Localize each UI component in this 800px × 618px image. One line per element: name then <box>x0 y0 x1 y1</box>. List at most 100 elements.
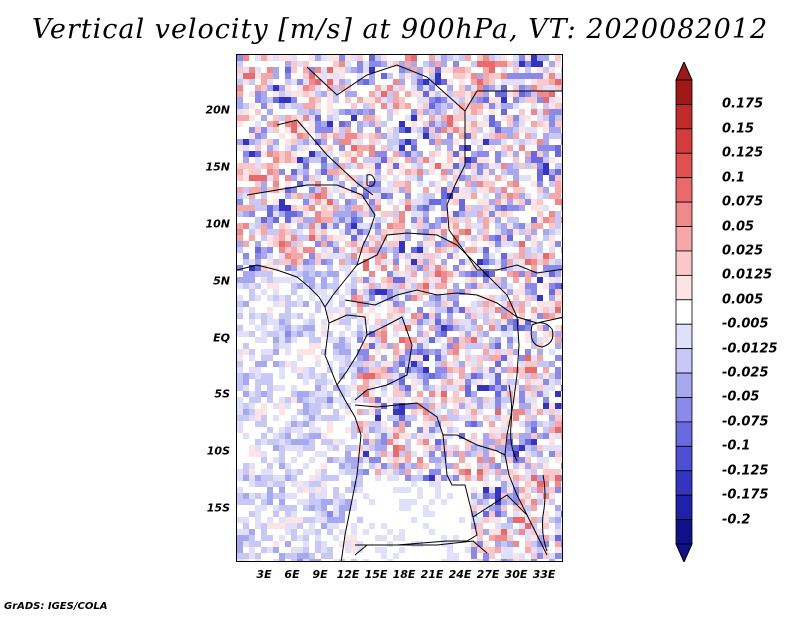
field-cell <box>471 97 477 103</box>
field-cell <box>561 457 562 463</box>
field-cell <box>267 73 273 79</box>
field-cell <box>309 457 315 463</box>
field-cell <box>261 229 267 235</box>
field-cell <box>399 169 405 175</box>
field-cell <box>507 541 513 547</box>
field-cell <box>429 193 435 199</box>
field-cell <box>285 85 291 91</box>
field-cell <box>351 301 357 307</box>
field-cell <box>483 553 489 559</box>
field-cell <box>303 145 309 151</box>
field-cell <box>333 61 339 67</box>
field-cell <box>381 187 387 193</box>
field-cell <box>255 445 261 451</box>
field-cell <box>339 253 345 259</box>
field-cell <box>519 109 525 115</box>
field-cell <box>435 481 441 487</box>
field-cell <box>513 205 519 211</box>
field-cell <box>279 85 285 91</box>
field-cell <box>447 97 453 103</box>
field-cell <box>261 391 267 397</box>
field-cell <box>399 355 405 361</box>
field-cell <box>357 289 363 295</box>
field-cell <box>267 253 273 259</box>
field-cell <box>411 247 417 253</box>
field-cell <box>459 415 465 421</box>
field-cell <box>423 169 429 175</box>
field-cell <box>393 331 399 337</box>
field-cell <box>423 427 429 433</box>
field-cell <box>297 355 303 361</box>
field-cell <box>357 547 363 553</box>
field-cell <box>501 223 507 229</box>
field-cell <box>351 397 357 403</box>
field-cell <box>399 85 405 91</box>
field-cell <box>513 319 519 325</box>
field-cell <box>519 403 525 409</box>
field-cell <box>279 409 285 415</box>
field-cell <box>435 307 441 313</box>
colorbar-level-label: -0.0125 <box>722 341 778 357</box>
field-cell <box>495 409 501 415</box>
field-cell <box>381 91 387 97</box>
field-cell <box>285 217 291 223</box>
field-cell <box>555 313 561 319</box>
field-cell <box>345 283 351 289</box>
field-cell <box>513 385 519 391</box>
field-cell <box>537 301 543 307</box>
field-cell <box>303 487 309 493</box>
field-cell <box>279 535 285 541</box>
field-cell <box>423 283 429 289</box>
field-cell <box>513 295 519 301</box>
field-cell <box>555 223 561 229</box>
field-cell <box>255 361 261 367</box>
field-cell <box>501 487 507 493</box>
field-cell <box>261 493 267 499</box>
field-cell <box>549 445 555 451</box>
field-cell <box>369 253 375 259</box>
field-cell <box>411 517 417 523</box>
field-cell <box>543 313 549 319</box>
field-cell <box>333 253 339 259</box>
field-cell <box>243 409 249 415</box>
field-cell <box>405 91 411 97</box>
field-cell <box>411 259 417 265</box>
field-cell <box>441 259 447 265</box>
field-cell <box>255 391 261 397</box>
field-cell <box>423 397 429 403</box>
field-cell <box>273 295 279 301</box>
field-cell <box>471 379 477 385</box>
field-cell <box>345 121 351 127</box>
field-cell <box>315 73 321 79</box>
field-cell <box>369 145 375 151</box>
field-cell <box>327 307 333 313</box>
field-cell <box>363 211 369 217</box>
field-cell <box>423 403 429 409</box>
field-cell <box>471 109 477 115</box>
field-cell <box>345 91 351 97</box>
field-cell <box>339 343 345 349</box>
field-cell <box>471 445 477 451</box>
field-cell <box>399 235 405 241</box>
field-cell <box>267 151 273 157</box>
field-cell <box>477 145 483 151</box>
field-cell <box>357 361 363 367</box>
field-cell <box>471 133 477 139</box>
field-cell <box>291 235 297 241</box>
field-cell <box>321 391 327 397</box>
field-cell <box>471 541 477 547</box>
field-cell <box>393 397 399 403</box>
field-cell <box>525 331 531 337</box>
field-cell <box>315 433 321 439</box>
field-cell <box>255 421 261 427</box>
field-cell <box>255 559 261 561</box>
field-cell <box>237 541 243 547</box>
field-cell <box>309 313 315 319</box>
field-cell <box>519 145 525 151</box>
field-cell <box>297 301 303 307</box>
field-cell <box>525 277 531 283</box>
field-cell <box>261 199 267 205</box>
field-cell <box>357 163 363 169</box>
field-cell <box>477 361 483 367</box>
field-cell <box>417 439 423 445</box>
